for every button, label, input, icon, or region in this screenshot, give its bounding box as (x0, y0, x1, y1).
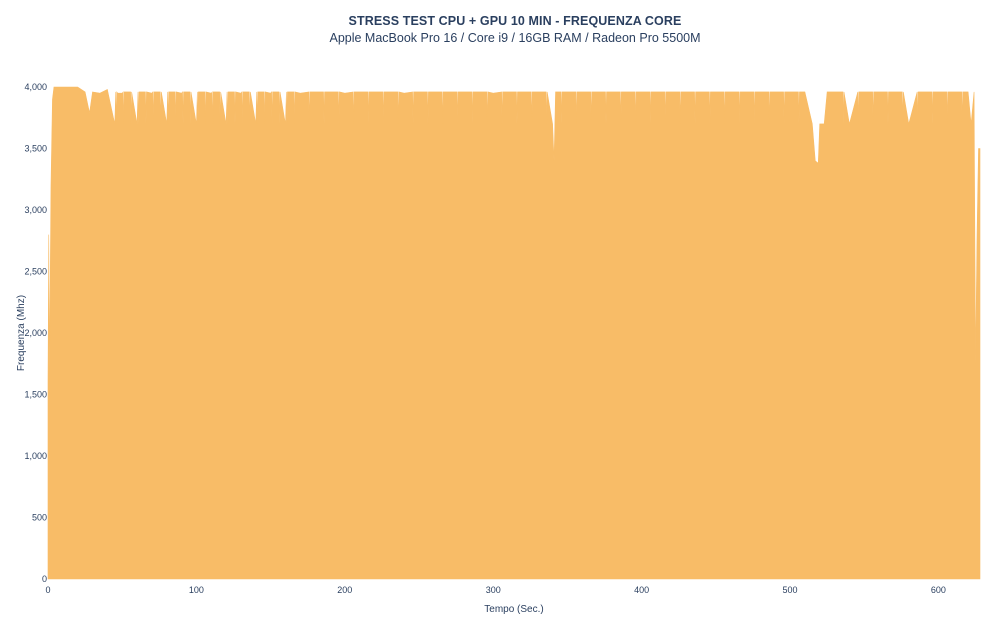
x-tick-label: 300 (486, 585, 501, 595)
y-tick-label: 3,500 (24, 144, 47, 154)
y-axis-title: Frequenza (Mhz) (16, 295, 27, 371)
x-tick-label: 400 (634, 585, 649, 595)
x-tick-label: 0 (45, 585, 50, 595)
chart-title-block: STRESS TEST CPU + GPU 10 MIN - FREQUENZA… (0, 14, 1000, 45)
y-tick-label: 1,500 (24, 390, 47, 400)
x-tick-label: 500 (783, 585, 798, 595)
y-tick-label: 1,000 (24, 451, 47, 461)
chart-subtitle: Apple MacBook Pro 16 / Core i9 / 16GB RA… (329, 31, 701, 45)
x-tick-label: 600 (931, 585, 946, 595)
plot-area (47, 86, 981, 580)
y-axis: 0 500 1,000 1,500 2,000 2,500 3,000 3,500 4,000 (24, 82, 47, 584)
y-tick-label: 2,000 (24, 328, 47, 338)
y-tick-label: 500 (32, 513, 47, 523)
chart-title: STRESS TEST CPU + GPU 10 MIN - FREQUENZA… (348, 14, 682, 28)
y-tick-label: 4,000 (24, 82, 47, 92)
frequency-area-series (47, 86, 981, 580)
x-axis-title: Tempo (Sec.) (484, 604, 543, 615)
x-tick-label: 100 (189, 585, 204, 595)
y-tick-label: 2,500 (24, 267, 47, 277)
x-axis: 0 100 200 300 400 500 600 (45, 585, 945, 595)
x-tick-label: 200 (337, 585, 352, 595)
y-tick-label: 0 (42, 574, 47, 584)
y-tick-label: 3,000 (24, 205, 47, 215)
